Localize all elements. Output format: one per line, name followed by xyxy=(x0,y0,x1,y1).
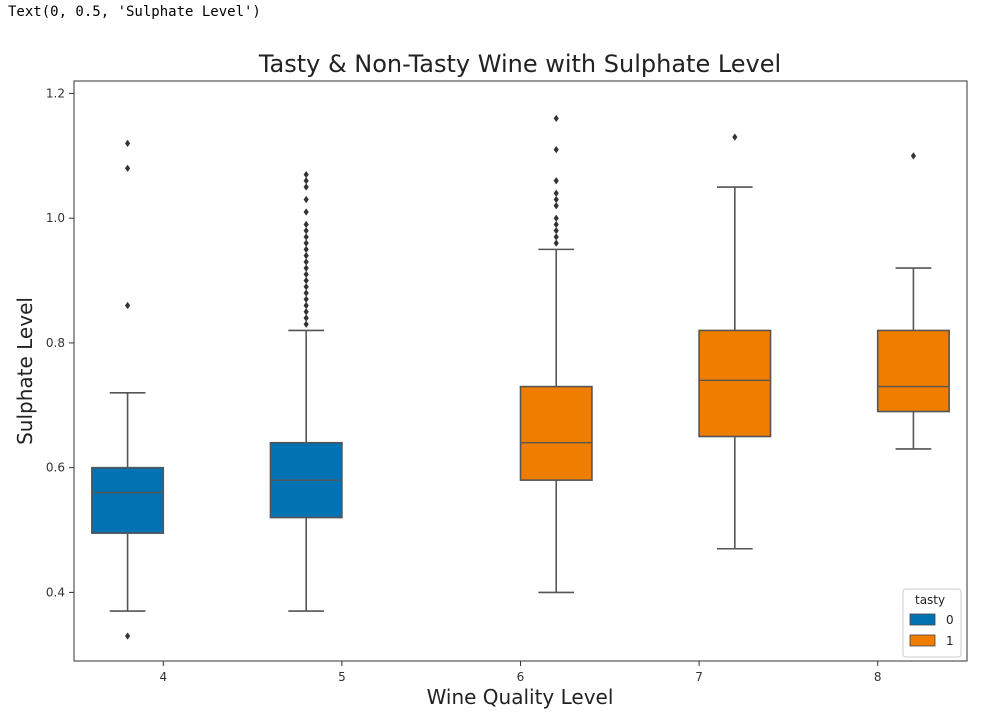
outlier-point xyxy=(553,114,559,123)
outlier-point xyxy=(732,133,738,141)
outlier-point xyxy=(303,320,309,328)
legend-swatch-1 xyxy=(909,634,936,647)
outlier-point xyxy=(553,220,559,229)
outlier-point xyxy=(303,195,309,204)
box-q8 xyxy=(876,152,950,450)
x-tick-label: 8 xyxy=(874,670,882,684)
outlier-point xyxy=(303,270,309,278)
box-q7 xyxy=(698,133,772,550)
outlier-point xyxy=(124,301,131,310)
outlier-point xyxy=(124,139,131,147)
legend-swatch-0 xyxy=(909,613,936,626)
iqr-box xyxy=(519,385,593,481)
outlier-point xyxy=(303,252,309,260)
outlier-point xyxy=(303,258,309,266)
outlier-point xyxy=(303,276,309,285)
y-tick-label: 1.2 xyxy=(46,86,65,100)
outlier-point xyxy=(553,214,559,222)
boxes-layer xyxy=(91,114,950,640)
outlier-point xyxy=(553,189,559,197)
x-tick-label: 6 xyxy=(517,670,525,684)
y-tick-label: 0.6 xyxy=(46,461,65,475)
outlier-point xyxy=(553,239,559,247)
plot-frame xyxy=(73,80,968,662)
y-axis: 0.4 0.6 0.8 1.0 1.2 xyxy=(46,86,74,599)
outlier-point xyxy=(910,152,917,160)
outlier-point xyxy=(303,220,309,229)
chart-title: Tasty & Non-Tasty Wine with Sulphate Lev… xyxy=(258,50,781,78)
outlier-point xyxy=(303,227,309,235)
outlier-point xyxy=(303,245,309,253)
outlier-point xyxy=(553,233,559,241)
iqr-box xyxy=(876,329,950,413)
outlier-point xyxy=(303,233,309,241)
legend-title: tasty xyxy=(915,593,945,607)
outlier-point xyxy=(303,264,309,272)
y-tick-label: 1.0 xyxy=(46,211,65,225)
x-tick-label: 4 xyxy=(159,670,167,684)
legend-entry-0: 0 xyxy=(946,613,954,627)
outlier-point xyxy=(553,146,559,154)
outlier-point xyxy=(124,164,131,172)
outlier-point xyxy=(303,239,309,247)
cell-output-text: Text(0, 0.5, 'Sulphate Level') xyxy=(8,4,261,20)
y-tick-label: 0.4 xyxy=(46,585,65,599)
outlier-point xyxy=(553,227,559,235)
outlier-point xyxy=(303,308,309,316)
legend: tasty 0 1 xyxy=(902,588,962,658)
outlier-point xyxy=(303,301,309,310)
outlier-point xyxy=(124,632,131,640)
outlier-point xyxy=(553,195,559,204)
x-tick-label: 7 xyxy=(695,670,703,684)
box-q4 xyxy=(91,139,165,640)
x-axis-label: Wine Quality Level xyxy=(427,685,614,709)
outlier-point xyxy=(553,202,559,210)
y-tick-label: 0.8 xyxy=(46,336,65,350)
outlier-point xyxy=(303,283,309,291)
outlier-point xyxy=(303,314,309,322)
box-q5 xyxy=(269,170,343,612)
outlier-point xyxy=(303,170,309,179)
outlier-point xyxy=(303,289,309,297)
x-tick-label: 5 xyxy=(338,670,346,684)
outlier-point xyxy=(303,295,309,303)
iqr-box xyxy=(698,329,772,438)
box-q6 xyxy=(519,114,593,594)
outlier-point xyxy=(303,208,309,216)
x-axis: 4 5 6 7 8 xyxy=(159,661,882,684)
outlier-point xyxy=(553,177,559,185)
iqr-box xyxy=(91,466,165,534)
outlier-point xyxy=(303,177,309,185)
outlier-point xyxy=(303,183,309,191)
y-axis-label: Sulphate Level xyxy=(13,297,37,445)
legend-entry-1: 1 xyxy=(946,634,954,648)
